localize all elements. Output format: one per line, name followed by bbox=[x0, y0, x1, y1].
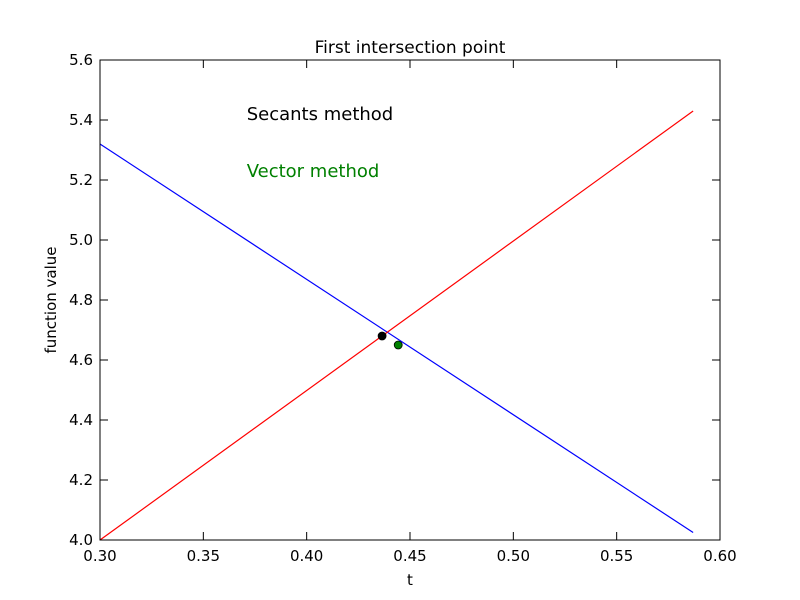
y-tick-label: 4.8 bbox=[69, 291, 93, 309]
y-tick-label: 5.2 bbox=[69, 171, 93, 189]
x-tick-label: 0.60 bbox=[703, 547, 736, 565]
annotation-1: Vector method bbox=[247, 161, 380, 182]
series-line-0 bbox=[99, 143, 694, 534]
x-axis-ticks: 0.30 0.35 0.40 0.45 0.50 0.55 0.60 bbox=[83, 60, 737, 565]
intersection-points bbox=[377, 331, 403, 350]
x-tick-label: 0.40 bbox=[290, 547, 323, 565]
y-tick-label: 4.4 bbox=[69, 411, 93, 429]
intersection-point-0 bbox=[377, 331, 387, 341]
x-tick-label: 0.30 bbox=[83, 547, 116, 565]
annotation-0: Secants method bbox=[247, 104, 394, 125]
y-tick-label: 5.4 bbox=[69, 111, 93, 129]
x-tick-label: 0.50 bbox=[497, 547, 530, 565]
series-line-1 bbox=[99, 110, 694, 541]
y-tick-label: 5.0 bbox=[69, 231, 93, 249]
x-tick-label: 0.55 bbox=[600, 547, 633, 565]
y-axis-ticks: 4.0 4.2 4.4 4.6 4.8 5.0 5.2 5.4 5.6 bbox=[69, 51, 720, 549]
annotations: Secants method Vector method bbox=[247, 104, 394, 182]
y-tick-label: 4.2 bbox=[69, 471, 93, 489]
x-tick-label: 0.35 bbox=[187, 547, 220, 565]
plot-frame bbox=[99, 59, 721, 541]
y-tick-label: 4.6 bbox=[69, 351, 93, 369]
chart-title: First intersection point bbox=[315, 38, 506, 58]
series-lines bbox=[99, 110, 694, 541]
x-tick-label: 0.45 bbox=[393, 547, 426, 565]
y-tick-label: 5.6 bbox=[69, 51, 93, 69]
intersection-point-1 bbox=[393, 340, 403, 350]
x-axis-label: t bbox=[407, 571, 413, 589]
y-axis-label: function value bbox=[42, 246, 60, 353]
y-tick-label: 4.0 bbox=[69, 531, 93, 549]
